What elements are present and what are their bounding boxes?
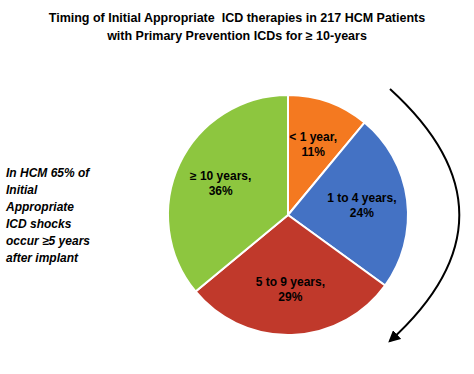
annotation-line: In HCM 65% of [6,166,90,180]
annotation-line: ICD shocks [6,217,72,231]
slice-label: 5 to 9 years, [256,275,325,289]
background [0,0,474,374]
arrow [390,89,459,341]
pie-slice [168,95,288,291]
slice-label: ≥ 10 years, [190,169,251,183]
data-label: 36% [209,184,233,198]
data-label: 29% [278,290,302,304]
annotation-line: Initial [6,183,38,197]
data-label: 11% [302,145,326,159]
slice-label: 1 to 4 years, [327,191,396,205]
chart: Timing of Initial Appropriate ICD therap… [0,0,474,374]
slice-label: < 1 year, [289,130,337,144]
annotation-line: Appropriate [5,200,74,214]
data-label: 24% [350,206,374,220]
title: Timing of Initial Appropriate ICD therap… [49,11,425,25]
annotation: In HCM 65% of Initial Appropriate ICD shock… [5,166,90,265]
annotation-line: occur ≥5 years [6,234,90,248]
subtitle: with Primary Prevention ICDs for ≥ 10-ye… [106,29,367,43]
data-labels: < 1 year,11% 1 to 4 years,24% 5 to 9 years… [190,130,396,303]
pie [168,95,408,335]
annotation-line: after implant [6,251,79,265]
